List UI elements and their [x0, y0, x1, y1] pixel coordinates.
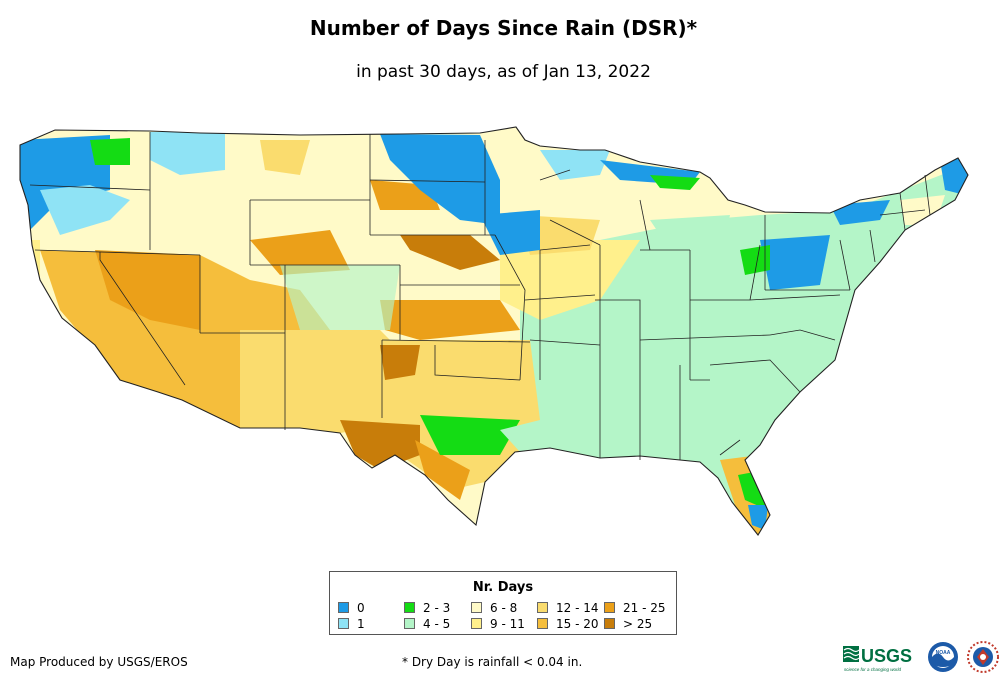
legend-item-7: 15 - 20: [537, 618, 599, 631]
legend-swatch-8: [604, 602, 615, 613]
legend-item-9: > 25: [604, 618, 652, 631]
state-borders: [19, 126, 969, 536]
legend-label-9: > 25: [623, 617, 653, 631]
legend-swatch-0: [338, 602, 349, 613]
legend-label-3: 4 - 5: [423, 617, 451, 631]
legend-item-0: 0: [338, 602, 365, 615]
legend-title: Nr. Days: [472, 580, 534, 595]
legend-item-3: 4 - 5: [404, 618, 450, 631]
legend-item-1: 1: [338, 618, 365, 631]
legend: Nr. Days 0 1 2 - 3 4 - 5 6 - 8 9 - 11 12…: [329, 571, 677, 635]
legend-label-0: 0: [357, 601, 365, 615]
legend-swatch-1: [338, 618, 349, 629]
legend-swatch-5: [471, 618, 482, 629]
usgs-text: USGS: [861, 646, 912, 666]
map-subtitle: in past 30 days, as of Jan 13, 2022: [356, 62, 651, 82]
map-credit: Map Produced by USGS/EROS: [10, 655, 188, 669]
legend-swatch-6: [537, 602, 548, 613]
legend-label-5: 9 - 11: [490, 617, 525, 631]
legend-swatch-4: [471, 602, 482, 613]
legend-swatch-3: [404, 618, 415, 629]
dry-day-note: * Dry Day is rainfall < 0.04 in.: [402, 655, 583, 669]
legend-label-1: 1: [357, 617, 365, 631]
legend-label-4: 6 - 8: [490, 601, 518, 615]
noaa-logo: NOAA: [928, 642, 958, 672]
legend-item-5: 9 - 11: [471, 618, 525, 631]
legend-swatch-2: [404, 602, 415, 613]
noaa-text: NOAA: [936, 650, 951, 656]
nws-logo: [967, 641, 999, 673]
legend-swatch-7: [537, 618, 548, 629]
legend-item-4: 6 - 8: [471, 602, 517, 615]
legend-item-6: 12 - 14: [537, 602, 599, 615]
usgs-tagline: science for a changing world: [844, 667, 902, 672]
usgs-logo: USGS science for a changing world: [843, 646, 912, 672]
legend-label-8: 21 - 25: [623, 601, 666, 615]
legend-item-8: 21 - 25: [604, 602, 666, 615]
legend-label-7: 15 - 20: [556, 617, 599, 631]
legend-label-6: 12 - 14: [556, 601, 599, 615]
map-title: Number of Days Since Rain (DSR)*: [309, 16, 698, 40]
legend-swatch-9: [604, 618, 615, 629]
legend-item-2: 2 - 3: [404, 602, 450, 615]
agency-logos: USGS science for a changing world NOAA: [843, 641, 999, 673]
legend-label-2: 2 - 3: [423, 601, 451, 615]
